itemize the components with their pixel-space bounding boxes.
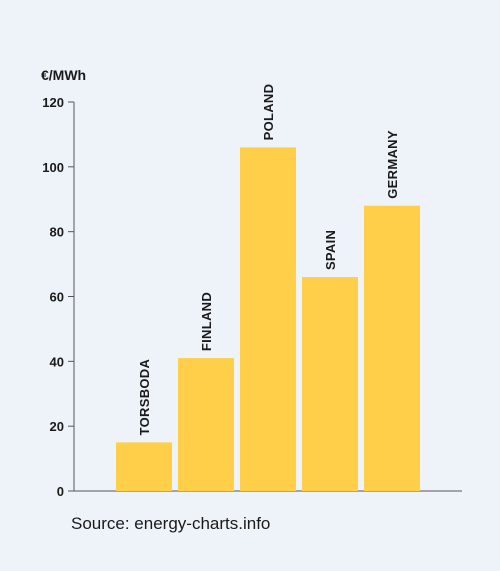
bar-germany	[364, 205, 420, 491]
y-tick-label-4: 80	[50, 225, 64, 240]
bar-label-finland: FINLAND	[199, 292, 214, 351]
bar-poland	[240, 147, 296, 491]
y-tick-label-3: 60	[50, 290, 64, 305]
bar-label-torsboda: TORSBODA	[137, 359, 152, 436]
y-tick-label-0: 0	[57, 484, 64, 499]
y-axis-unit-label: €/MWh	[41, 67, 86, 83]
y-axis-ticks: 0 20 40 60 80 100 120	[42, 95, 74, 499]
bar-label-poland: POLAND	[261, 84, 276, 141]
bar-finland	[178, 358, 234, 491]
y-tick-label-5: 100	[42, 160, 64, 175]
y-tick-label-6: 120	[42, 95, 64, 110]
bar-labels: TORSBODA FINLAND POLAND SPAIN GERMANY	[137, 84, 400, 436]
bar-spain	[302, 277, 358, 491]
bar-label-spain: SPAIN	[323, 230, 338, 270]
source-note: Source: energy-charts.info	[71, 514, 271, 533]
bar-label-germany: GERMANY	[385, 130, 400, 199]
bar-torsboda	[116, 442, 172, 491]
bars	[116, 147, 420, 491]
y-tick-label-2: 40	[50, 354, 64, 369]
y-tick-label-1: 20	[50, 419, 64, 434]
